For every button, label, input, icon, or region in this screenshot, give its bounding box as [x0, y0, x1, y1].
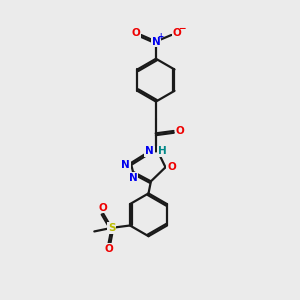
Text: +: +	[157, 32, 163, 41]
Text: O: O	[176, 126, 185, 136]
Text: O: O	[131, 28, 140, 38]
Text: N: N	[129, 173, 137, 183]
Text: S: S	[108, 223, 115, 233]
Text: O: O	[99, 203, 108, 213]
Text: H: H	[158, 146, 167, 157]
Text: N: N	[145, 146, 154, 157]
Text: O: O	[104, 244, 113, 254]
Text: N: N	[152, 37, 160, 46]
Text: −: −	[178, 24, 186, 33]
Text: O: O	[167, 162, 176, 172]
Text: N: N	[121, 160, 130, 170]
Text: O: O	[172, 28, 181, 38]
